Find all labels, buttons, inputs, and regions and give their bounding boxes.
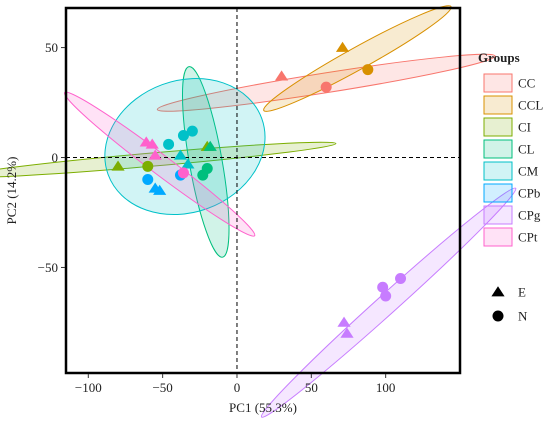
point-ci-1 — [111, 160, 125, 171]
point-cpg-5 — [340, 327, 354, 338]
x-tick-label: 0 — [234, 380, 241, 395]
legend-key-cm — [483, 161, 513, 181]
legend-key-cpt — [483, 227, 513, 247]
point-cm-4 — [173, 149, 188, 160]
legend-shape-circle — [492, 310, 504, 322]
point-cc-1 — [274, 70, 289, 81]
point-cpg-4 — [337, 316, 351, 327]
point-ci-2 — [142, 160, 154, 172]
legend-label-cpt: CPt — [518, 230, 538, 245]
legend-label-cm: CM — [518, 164, 539, 179]
y-tick-label: 50 — [45, 40, 58, 55]
legend-label-e: E — [518, 285, 526, 300]
legend-label-ci: CI — [518, 120, 531, 135]
plot-border — [64, 6, 462, 375]
legend-key-ci — [483, 117, 513, 137]
point-cm-1 — [163, 138, 175, 150]
x-axis-title: PC1 (55.3%) — [229, 400, 297, 415]
ellipse-cpt — [63, 91, 256, 237]
point-cpb-3 — [153, 184, 167, 195]
legend-label-cl: CL — [518, 142, 535, 157]
point-cm-3 — [186, 125, 198, 137]
legend-shape-triangle — [491, 286, 505, 297]
point-cpb-1 — [142, 174, 154, 186]
legend: Groups CC CCL CI CL CM CPb CPg CPt EN — [478, 50, 543, 324]
legend-label-cpg: CPg — [518, 208, 541, 223]
x-tick-label: 100 — [376, 380, 396, 395]
point-ccl-1 — [335, 41, 350, 52]
point-cm-5 — [181, 158, 195, 169]
legend-label-ccl: CCL — [518, 98, 543, 113]
legend-label-cpb: CPb — [518, 186, 540, 201]
point-cm-2 — [177, 130, 189, 142]
legend-label-n: N — [518, 309, 528, 324]
point-cpg-3 — [395, 272, 407, 284]
point-cpt-2 — [145, 138, 159, 149]
x-tick-label: −50 — [152, 380, 172, 395]
legend-label-cc: CC — [518, 76, 535, 91]
legend-key-ccl — [483, 95, 513, 115]
point-cpg-1 — [377, 281, 389, 293]
axes: −100 −50 0 50 100 −50 0 50 — [38, 6, 462, 395]
point-cpt-4 — [177, 167, 189, 179]
legend-key-cpg — [483, 205, 513, 225]
x-tick-label: −100 — [75, 380, 102, 395]
point-cl-1 — [203, 140, 217, 151]
point-ccl-2 — [362, 64, 374, 76]
y-axis-title: PC2 (14.2%) — [4, 157, 19, 225]
x-tick-label: 50 — [305, 380, 318, 395]
point-cl-3 — [201, 163, 213, 175]
legend-title: Groups — [478, 50, 520, 65]
plot-area — [0, 5, 517, 418]
legend-key-cc — [483, 73, 513, 93]
point-cpg-2 — [380, 290, 392, 302]
point-cc-2 — [320, 81, 332, 93]
legend-key-cl — [483, 139, 513, 159]
legend-key-cpb — [483, 183, 513, 203]
y-tick-label: 0 — [52, 150, 59, 165]
ellipse-cm — [104, 78, 266, 216]
y-tick-label: −50 — [38, 260, 58, 275]
point-cpt-3 — [148, 149, 162, 160]
